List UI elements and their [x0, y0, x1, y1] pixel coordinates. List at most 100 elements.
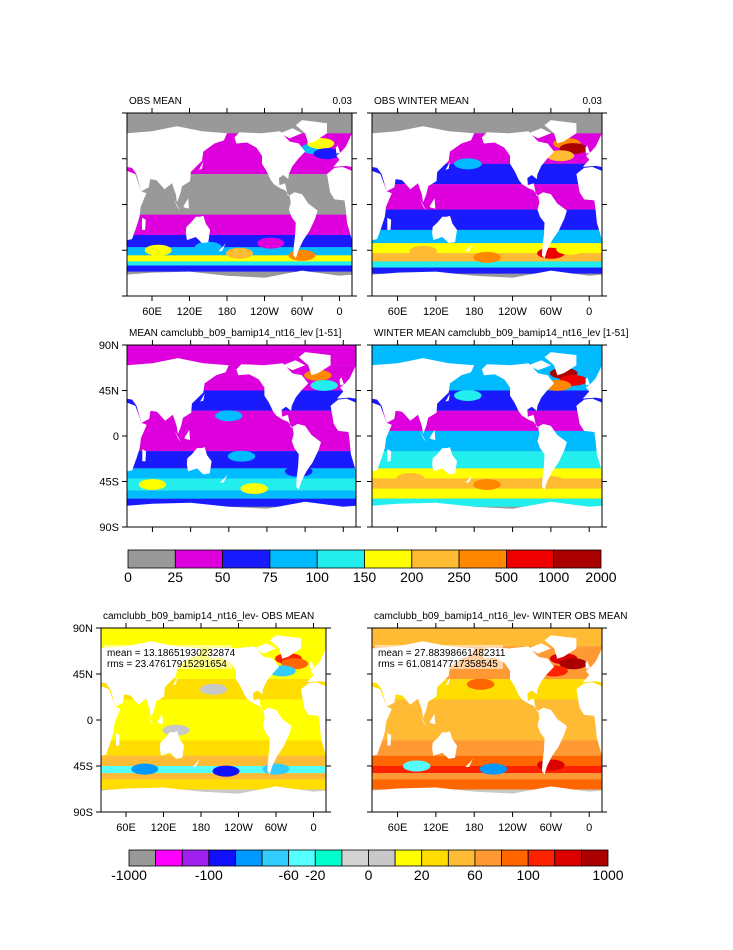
land-mass: [70, 352, 102, 375]
map-field: [54, 345, 356, 527]
land-mass: [589, 274, 602, 296]
colorbar-label: 1000: [538, 569, 569, 585]
field-band: [372, 628, 602, 647]
colorbar-label: 1000: [592, 867, 623, 883]
land-mass: [280, 128, 302, 139]
land-mass: [291, 423, 321, 490]
field-band: [372, 451, 602, 469]
land-mass: [309, 660, 315, 669]
y-tick-label: 90N: [73, 623, 93, 635]
colorbar-box: [364, 549, 413, 569]
y-tick-label: 0: [113, 431, 119, 443]
land-mass: [288, 192, 318, 259]
panel-model-mean: 90N 45N 0 45S 90S MEAN camclubb_b09_bamip14_n…: [54, 328, 361, 534]
land-mass: [142, 217, 146, 230]
land-mass: [537, 707, 567, 775]
land-mass: [313, 790, 326, 812]
rms-text: rms = 61.08147717358545: [378, 659, 498, 670]
panel-obs-winter-mean: 60E 120E 180 120W 60W 0 OBS WINTER MEAN 0.03: [367, 96, 680, 318]
land-mass: [333, 133, 352, 168]
land-mass: [54, 360, 76, 370]
colorbar-label: 60: [467, 867, 483, 883]
colorbar-label: -20: [305, 867, 325, 883]
land-mass: [672, 162, 680, 171]
colorbar-label: 25: [168, 569, 184, 585]
panel-title-right: 0.03: [583, 96, 603, 107]
y-tick-label: 45S: [99, 477, 119, 489]
land-mass: [662, 731, 687, 759]
land-mass: [195, 161, 204, 171]
diff-colorbar: -1000 -100 -60 -20 0 20 60 100 1000: [111, 849, 624, 883]
field-anomaly: [313, 148, 341, 160]
field-band: [372, 243, 602, 254]
field-band: [372, 699, 602, 741]
land-mass: [544, 635, 577, 659]
land-mass: [617, 449, 621, 461]
land-mass: [662, 447, 687, 474]
colorbar-box: [505, 549, 555, 569]
land-mass: [695, 759, 703, 767]
field-anomaly: [479, 763, 508, 775]
land-mass: [236, 363, 309, 428]
land-mass: [429, 713, 436, 725]
land-mass: [537, 192, 567, 259]
land-mass: [127, 126, 227, 203]
field-anomaly: [454, 158, 482, 170]
colorbar-label: 20: [414, 867, 430, 883]
land-mass: [339, 377, 344, 386]
field-band: [372, 209, 602, 230]
field-anomaly: [144, 244, 172, 256]
colorbar-box: [368, 849, 396, 867]
field-anomaly: [200, 683, 227, 695]
colorbar-box: [181, 849, 210, 867]
colorbar-box: [501, 849, 529, 867]
land-mass: [544, 120, 577, 144]
colorbar-box: [341, 849, 369, 867]
colorbar-box: [269, 549, 318, 569]
panel-title: OBS WINTER MEAN: [374, 96, 469, 107]
land-mass: [192, 758, 200, 767]
x-tick-label: 0: [586, 306, 592, 318]
colorbar-box: [527, 849, 556, 867]
colorbar-box: [411, 549, 460, 569]
colorbar-label: 250: [447, 569, 471, 585]
land-mass: [343, 505, 356, 527]
land-mass: [576, 398, 602, 472]
land-mass: [419, 714, 427, 727]
land-mass: [465, 243, 473, 252]
field-anomaly: [240, 483, 268, 495]
land-mass: [372, 170, 392, 241]
x-tick-label: 180: [192, 822, 210, 834]
field-anomaly: [194, 241, 222, 253]
colorbar-label: 75: [262, 569, 278, 585]
land-mass: [537, 423, 567, 490]
panel-title: WINTER MEAN camclubb_b09_bamip14_nt16_le…: [374, 328, 629, 339]
y-tick-label: 0: [87, 715, 93, 727]
map-field: [372, 113, 680, 296]
land-mass: [650, 199, 656, 210]
colorbar-box: [155, 849, 183, 867]
land-mass: [481, 646, 555, 712]
land-mass: [101, 686, 121, 756]
land-mass: [387, 217, 392, 230]
land-mass: [173, 199, 181, 211]
colorbar-box: [580, 849, 609, 867]
land-mass: [387, 733, 392, 746]
y-tick-label: 90S: [73, 807, 93, 819]
y-tick-label: 45N: [99, 386, 119, 398]
field-band: [372, 261, 602, 268]
colorbar-box: [554, 849, 582, 867]
field-anomaly: [441, 722, 469, 734]
land-mass: [10, 131, 81, 196]
land-mass: [147, 714, 155, 727]
land-mass: [301, 682, 326, 756]
field-band: [127, 261, 352, 266]
colorbar-box: [222, 549, 271, 569]
field-anomaly: [310, 379, 338, 391]
panel-diff-winter-mean: 60E 120E 180 120W 60W 0 camclubb_b09_bamip14_n…: [367, 611, 703, 834]
field-anomaly: [559, 658, 588, 670]
land-mass: [116, 733, 120, 746]
field-band: [101, 628, 326, 647]
colorbar-box: [394, 849, 423, 867]
